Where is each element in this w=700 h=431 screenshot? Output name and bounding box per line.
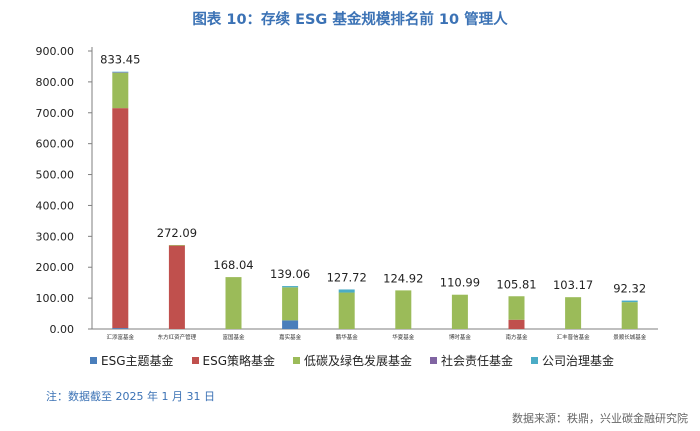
bar-segment — [621, 302, 638, 329]
footnote: 注：数据截至 2025 年 1 月 31 日 — [46, 390, 215, 403]
x-category-label: 景顺长城基金 — [613, 333, 647, 341]
x-category-label: 嘉实基金 — [279, 333, 302, 341]
x-category-label: 汇添富基金 — [107, 333, 135, 341]
x-category-label: 博时基金 — [449, 333, 472, 341]
bar-segment — [565, 297, 582, 329]
legend-swatch — [191, 357, 199, 364]
legend-item: ESG策略基金 — [191, 352, 276, 369]
bar-total-label: 127.72 — [327, 271, 367, 285]
bar-segment — [395, 290, 412, 329]
legend-swatch — [430, 357, 438, 364]
stacked-bar-chart: 0.00 100.00 200.00 300.00 400.00 500.00 600.00… — [36, 45, 658, 341]
bar-total-label: 168.04 — [213, 258, 253, 272]
bar-segment — [168, 245, 185, 329]
legend-item: 社会责任基金 — [430, 352, 513, 369]
y-tick-label: 400.00 — [36, 199, 75, 212]
legend-item: ESG主题基金 — [90, 352, 174, 369]
bar-segment — [508, 296, 525, 320]
legend-item: 低碳及绿色发展基金 — [293, 352, 412, 369]
y-tick-label: 300.00 — [36, 230, 75, 243]
legend-label: 低碳及绿色发展基金 — [304, 354, 413, 368]
y-tick-label: 500.00 — [36, 169, 75, 182]
bar-segment — [621, 300, 638, 303]
bar-segment — [112, 108, 129, 329]
x-category-label: 华夏基金 — [392, 333, 415, 341]
bar-total-label: 272.09 — [157, 226, 197, 240]
y-tick-label: 700.00 — [36, 107, 75, 120]
bar-segment — [282, 286, 299, 288]
y-tick-label: 100.00 — [36, 292, 75, 305]
y-tick-label: 600.00 — [36, 138, 75, 151]
y-tick-label: 0.00 — [50, 323, 75, 336]
bar-segment — [508, 319, 525, 329]
bar-total-label: 103.17 — [553, 278, 593, 292]
bar-total-label: 124.92 — [383, 271, 423, 285]
y-tick-label: 900.00 — [36, 45, 75, 58]
legend-swatch — [90, 357, 97, 364]
chart-legend: ESG主题基金 ESG策略基金 低碳及绿色发展基金 社会责任基金 公司治理基金 — [90, 352, 690, 369]
x-category-label: 南方基金 — [505, 333, 528, 341]
bar-segment — [282, 287, 299, 321]
legend-label: ESG策略基金 — [202, 354, 276, 368]
legend-label: ESG主题基金 — [101, 354, 174, 368]
x-category-label: 鹏华基金 — [336, 333, 359, 341]
x-category-label: 汇丰晋信基金 — [557, 333, 591, 341]
bar-segment — [451, 294, 468, 329]
bar-total-label: 833.45 — [100, 53, 140, 67]
bar-segment — [225, 277, 242, 329]
x-category-label: 富国基金 — [222, 333, 245, 341]
legend-item: 公司治理基金 — [531, 352, 614, 369]
bar-segment — [338, 292, 355, 329]
bar-segment — [112, 72, 129, 109]
legend-swatch — [293, 357, 300, 364]
bar-segment — [168, 244, 185, 246]
bar-total-label: 105.81 — [496, 277, 536, 291]
x-category-label: 东方红资产管理 — [158, 333, 197, 341]
bar-segment — [112, 71, 129, 73]
legend-label: 社会责任基金 — [441, 354, 514, 368]
legend-label: 公司治理基金 — [542, 354, 615, 368]
legend-swatch — [531, 357, 539, 364]
bar-segment — [338, 289, 355, 293]
bar-segment — [112, 328, 129, 329]
y-tick-label: 200.00 — [36, 261, 75, 274]
bar-total-label: 92.32 — [613, 281, 646, 295]
bar-total-label: 139.06 — [270, 267, 310, 281]
bar-total-label: 110.99 — [440, 276, 480, 290]
bar-segment — [282, 320, 299, 329]
chart-title: 图表 10：存续 ESG 基金规模排名前 10 管理人 — [192, 12, 508, 28]
data-source: 数据来源：秩鼎，兴业碳金融研究院 — [512, 412, 688, 425]
bar-segment — [112, 72, 129, 73]
y-tick-label: 800.00 — [36, 76, 75, 89]
